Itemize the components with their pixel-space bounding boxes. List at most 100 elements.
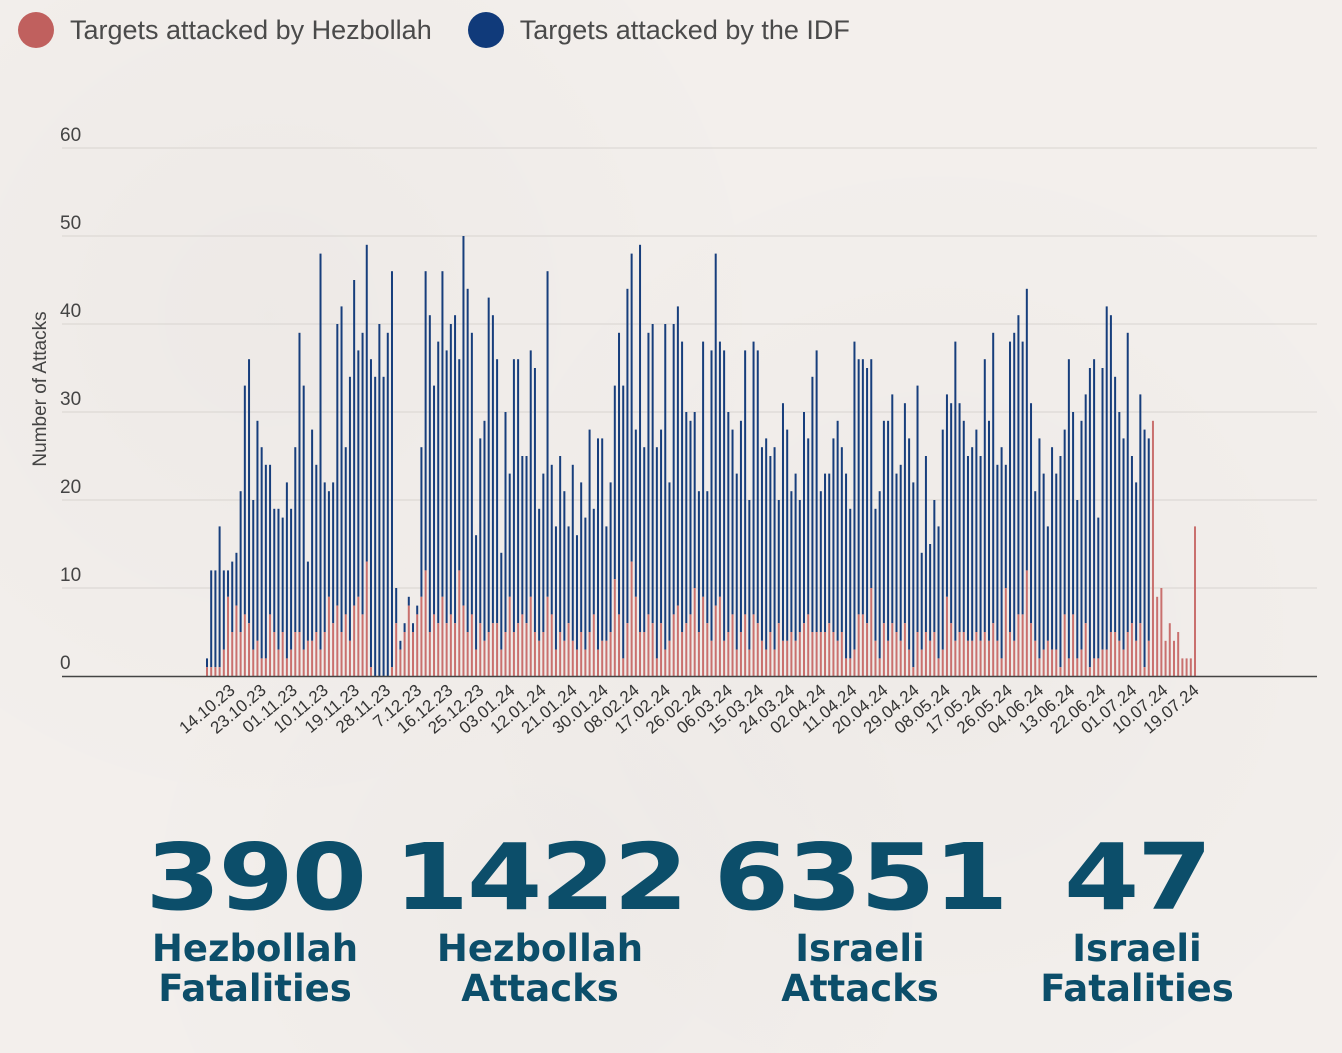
stat-label-line1: Hezbollah — [151, 927, 359, 970]
bar-idf — [508, 473, 511, 597]
bar-idf — [1072, 412, 1075, 615]
bar-hezbollah — [840, 632, 843, 676]
bar-hezbollah — [798, 632, 801, 676]
x-tick-labels: 14.10.2323.10.2301.11.2310.11.2319.11.23… — [176, 681, 1203, 738]
bar-idf — [210, 570, 213, 668]
bar-hezbollah — [1067, 658, 1070, 676]
bar-idf — [357, 350, 360, 597]
bar-idf — [933, 500, 936, 632]
bar-hezbollah — [454, 623, 457, 676]
bar-hezbollah — [634, 596, 637, 676]
bar-idf — [386, 332, 389, 676]
bar-hezbollah — [655, 658, 658, 676]
legend-item-hezbollah: Targets attacked by Hezbollah — [18, 12, 432, 48]
bar-hezbollah — [542, 632, 545, 676]
bar-idf — [1109, 315, 1112, 632]
bar-idf — [702, 341, 705, 597]
bar-hezbollah — [496, 623, 499, 676]
bar-idf — [1000, 447, 1003, 659]
bar-idf — [962, 420, 965, 632]
bar-idf — [1126, 332, 1129, 632]
bar-hezbollah — [983, 632, 986, 676]
bar-hezbollah — [298, 632, 301, 676]
bar-hezbollah — [1046, 640, 1049, 676]
bar-idf — [803, 412, 805, 624]
bar-idf — [206, 658, 208, 668]
bar-idf — [676, 306, 679, 606]
bar-idf — [369, 359, 372, 668]
bar-idf — [748, 500, 751, 650]
bar-idf — [1030, 403, 1033, 624]
bar-idf — [340, 306, 343, 632]
bar-idf — [1025, 288, 1028, 571]
bar-idf — [622, 385, 625, 659]
bar-hezbollah — [290, 649, 293, 676]
bar-hezbollah — [954, 640, 957, 676]
bar-idf — [521, 456, 524, 615]
bar-hezbollah — [929, 640, 932, 676]
bar-idf — [563, 491, 566, 641]
bar-hezbollah — [794, 640, 797, 676]
bar-idf — [399, 640, 402, 650]
bar-idf — [613, 385, 616, 580]
bar-hezbollah — [424, 570, 427, 676]
bar-hezbollah — [861, 614, 864, 676]
bar-hezbollah — [285, 658, 288, 676]
bar-idf — [1009, 341, 1012, 632]
bar-idf — [950, 403, 953, 624]
bar-hezbollah — [1000, 658, 1003, 676]
bar-idf — [1046, 526, 1049, 641]
bar-hezbollah — [306, 640, 309, 676]
bar-hezbollah — [521, 614, 524, 676]
bar-hezbollah — [1172, 640, 1175, 676]
stat-israeli-fatalities: 47 Israeli Fatalities — [977, 828, 1297, 1008]
bar-hezbollah — [924, 632, 927, 676]
bar-hezbollah — [449, 614, 452, 676]
bar-hezbollah — [239, 632, 242, 676]
bar-hezbollah — [500, 649, 503, 676]
bar-hezbollah — [416, 614, 419, 676]
bar-idf — [290, 508, 293, 650]
bar-hezbollah — [428, 632, 431, 676]
bar-idf — [1063, 429, 1066, 615]
stat-value: 6351 — [713, 824, 1009, 931]
bar-idf — [214, 570, 217, 668]
bar-idf — [273, 508, 276, 632]
bar-idf — [811, 376, 814, 632]
bar-hezbollah — [786, 640, 789, 676]
bar-hezbollah — [437, 623, 440, 676]
y-tick-label: 30 — [60, 389, 81, 410]
bar-idf — [836, 420, 839, 641]
bar-idf — [302, 385, 305, 650]
bar-idf — [798, 500, 801, 632]
bar-hezbollah — [605, 640, 608, 676]
bar-idf — [987, 420, 990, 641]
bar-hezbollah — [912, 667, 915, 676]
bar-hezbollah — [857, 614, 860, 676]
bar-hezbollah — [344, 614, 347, 676]
bar-hezbollah — [1025, 570, 1028, 676]
bar-hezbollah — [1135, 640, 1138, 676]
bar-idf — [706, 491, 709, 624]
bar-idf — [559, 456, 562, 632]
bar-hezbollah — [395, 623, 398, 676]
bar-idf — [365, 244, 368, 562]
bar-idf — [1017, 315, 1020, 615]
bar-idf — [256, 420, 259, 641]
bar-idf — [479, 438, 482, 624]
bar-hezbollah — [252, 649, 255, 676]
bar-idf — [231, 561, 234, 632]
bar-idf — [672, 324, 675, 615]
bar-idf — [786, 429, 789, 641]
bar-idf — [1013, 332, 1016, 641]
bar-hezbollah — [773, 649, 776, 676]
bar-idf — [571, 464, 574, 641]
bar-idf — [353, 280, 356, 606]
stat-label-line2: Fatalities — [158, 967, 352, 1010]
y-tick-label: 0 — [60, 653, 71, 674]
bar-hezbollah — [895, 632, 898, 676]
bar-hezbollah — [676, 605, 679, 676]
legend-label-idf: Targets attacked by the IDF — [519, 14, 850, 45]
bar-hezbollah — [971, 640, 974, 676]
bar-idf — [651, 324, 654, 624]
